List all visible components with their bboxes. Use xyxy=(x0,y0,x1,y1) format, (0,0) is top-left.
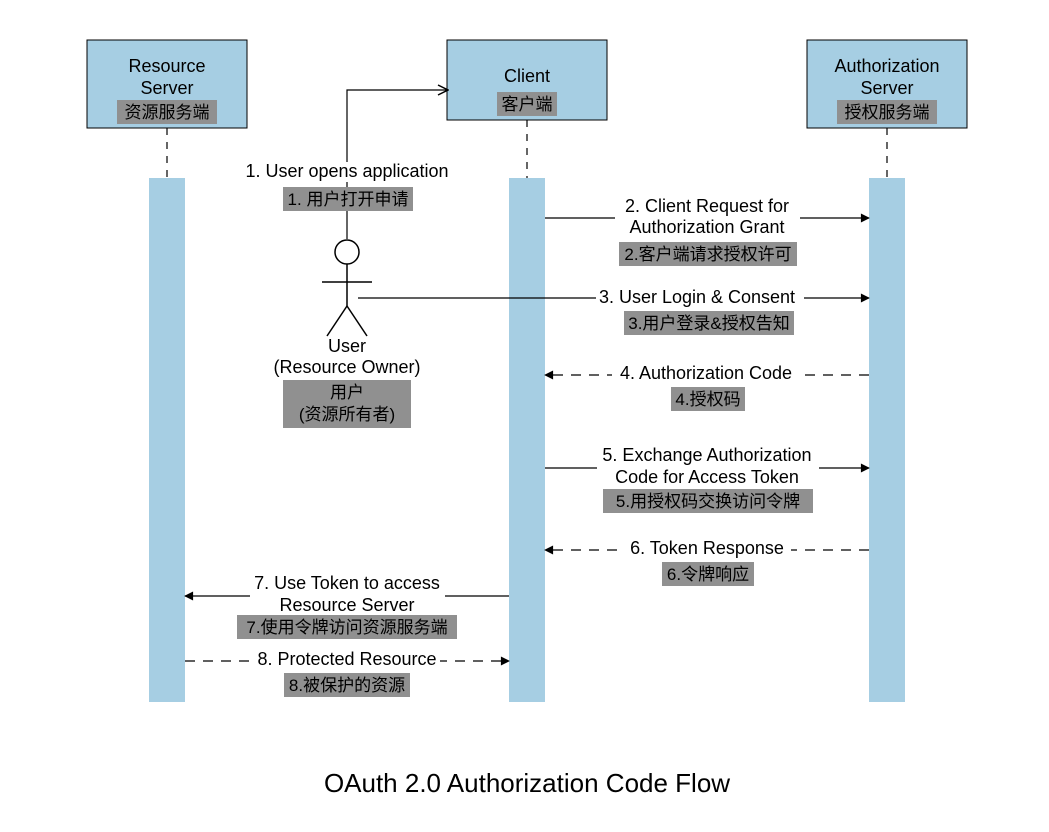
msg-8: 8. Protected Resource 8.被保护的资源 xyxy=(185,649,509,697)
client-cn: 客户端 xyxy=(502,95,553,114)
msg-6: 6. Token Response 6.令牌响应 xyxy=(545,538,869,586)
msg-3-en: 3. User Login & Consent xyxy=(599,287,795,307)
diagram-title: OAuth 2.0 Authorization Code Flow xyxy=(324,768,730,798)
msg-5: 5. Exchange Authorization Code for Acces… xyxy=(545,445,869,513)
msg-5-cn: 5.用授权码交换访问令牌 xyxy=(616,492,800,511)
msg-1: 1. User opens application 1. 用户打开申请 xyxy=(245,90,449,239)
auth-server-label-2: Server xyxy=(860,78,913,98)
msg-1-cn: 1. 用户打开申请 xyxy=(288,190,409,209)
lifeline-client: Client 客户端 xyxy=(447,40,607,702)
msg-2-en-2: Authorization Grant xyxy=(629,217,784,237)
msg-5-en-1: 5. Exchange Authorization xyxy=(602,445,811,465)
msg-4-en: 4. Authorization Code xyxy=(620,363,792,383)
msg-3: 3. User Login & Consent 3.用户登录&授权告知 xyxy=(358,287,869,335)
msg-6-en: 6. Token Response xyxy=(630,538,784,558)
client-label: Client xyxy=(504,66,550,86)
msg-7-cn: 7.使用令牌访问资源服务端 xyxy=(246,617,447,637)
msg-7-en-1: 7. Use Token to access xyxy=(254,573,440,593)
actor-cn-2: (资源所有者) xyxy=(299,405,395,424)
lifeline-auth-server: Authorization Server 授权服务端 xyxy=(807,40,967,702)
actor-user: User (Resource Owner) 用户 (资源所有者) xyxy=(273,240,420,428)
resource-server-label-1: Resource xyxy=(128,56,205,76)
msg-6-cn: 6.令牌响应 xyxy=(667,565,749,584)
msg-7: 7. Use Token to access Resource Server 7… xyxy=(185,573,509,639)
lifeline-resource-server: Resource Server 资源服务端 xyxy=(87,40,247,702)
msg-4: 4. Authorization Code 4.授权码 xyxy=(545,363,869,411)
msg-8-en: 8. Protected Resource xyxy=(257,649,436,669)
msg-2-cn: 2.客户端请求授权许可 xyxy=(624,245,791,264)
msg-3-cn: 3.用户登录&授权告知 xyxy=(628,314,790,333)
resource-server-cn: 资源服务端 xyxy=(125,103,210,122)
msg-1-en: 1. User opens application xyxy=(245,161,448,181)
msg-5-en-2: Code for Access Token xyxy=(615,467,799,487)
actor-cn-1: 用户 xyxy=(330,383,364,402)
actor-label-2: (Resource Owner) xyxy=(273,357,420,377)
resource-server-label-2: Server xyxy=(140,78,193,98)
msg-2: 2. Client Request for Authorization Gran… xyxy=(545,196,869,266)
msg-4-cn: 4.授权码 xyxy=(675,390,740,409)
sequence-diagram: Resource Server 资源服务端 Client 客户端 Authori… xyxy=(0,0,1049,832)
auth-server-cn: 授权服务端 xyxy=(845,103,930,122)
msg-8-cn: 8.被保护的资源 xyxy=(289,676,405,695)
actor-label-1: User xyxy=(328,336,366,356)
auth-server-label-1: Authorization xyxy=(834,56,939,76)
msg-2-en-1: 2. Client Request for xyxy=(625,196,789,216)
msg-7-en-2: Resource Server xyxy=(279,595,414,615)
